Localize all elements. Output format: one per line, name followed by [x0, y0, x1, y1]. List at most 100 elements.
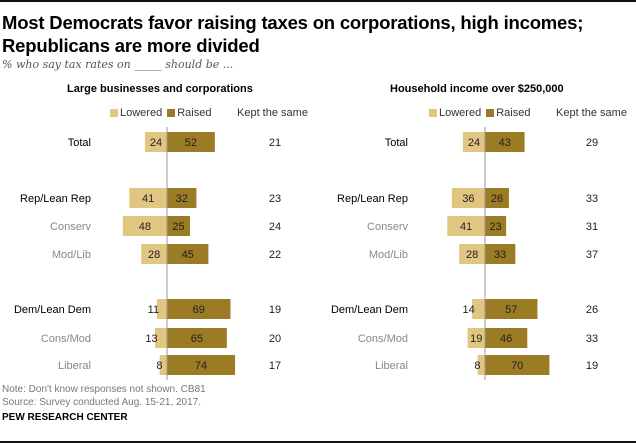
data-label-kept: 33: [586, 333, 598, 345]
panel-title-income: Household income over $250,000: [390, 83, 564, 95]
data-label-kept: 26: [586, 304, 598, 316]
note-text: Note: Don't know responses not shown. CB…: [2, 384, 206, 395]
category-label: Rep/Lean Rep: [20, 193, 91, 205]
data-label-kept: 21: [269, 137, 281, 149]
data-label-kept: 33: [586, 193, 598, 205]
category-label: Rep/Lean Rep: [337, 193, 408, 205]
data-label-raised: 65: [191, 333, 203, 345]
bar-raised: [485, 328, 528, 348]
category-label: Total: [385, 137, 408, 149]
category-label: Dem/Lean Dem: [331, 304, 408, 316]
legend-swatch-raised: [167, 109, 176, 117]
data-label-raised: 52: [185, 137, 197, 149]
category-label: Mod/Lib: [52, 249, 91, 261]
bar-lowered: [472, 299, 485, 319]
source-text: Source: Survey conducted Aug. 15-21, 201…: [2, 396, 202, 408]
data-label-lowered: 48: [139, 221, 151, 233]
data-label-kept: 31: [586, 221, 598, 233]
legend-raised: Raised: [496, 107, 531, 119]
bar-raised: [485, 216, 507, 236]
data-label-raised: 43: [499, 137, 511, 149]
data-label-lowered: 8: [474, 360, 480, 372]
bar-raised: [167, 244, 209, 264]
legend-right: Lowered Raised: [429, 107, 530, 119]
data-label-kept: 37: [586, 249, 598, 261]
data-label-kept: 29: [586, 137, 598, 149]
data-label-raised: 33: [494, 249, 506, 261]
data-label-lowered: 13: [145, 333, 157, 345]
bar-raised: [167, 132, 215, 152]
category-label: Liberal: [58, 360, 91, 372]
data-label-lowered: 11: [148, 304, 159, 316]
legend-left: Lowered Raised: [110, 107, 211, 119]
org-name: PEW RESEARCH CENTER: [2, 412, 128, 423]
bar-lowered: [462, 132, 485, 152]
data-label-raised: 45: [182, 249, 194, 261]
legend-kept-right: Kept the same: [556, 107, 627, 119]
data-label-lowered: 24: [150, 137, 162, 149]
category-label: Cons/Mod: [358, 333, 408, 345]
data-label-kept: 24: [269, 221, 281, 233]
bar-lowered: [129, 188, 167, 208]
bar-lowered: [477, 355, 485, 375]
data-label-lowered: 41: [460, 221, 472, 233]
data-label-raised: 25: [172, 221, 184, 233]
bar-lowered: [156, 299, 167, 319]
bar-lowered: [141, 244, 167, 264]
data-label-kept: 19: [269, 304, 281, 316]
data-label-raised: 26: [491, 193, 503, 205]
panel-title-corporations: Large businesses and corporations: [67, 83, 253, 95]
data-label-lowered: 28: [466, 249, 478, 261]
bar-raised: [167, 299, 231, 319]
data-label-lowered: 36: [462, 193, 474, 205]
legend-raised: Raised: [177, 107, 212, 119]
legend-swatch-lowered: [110, 109, 118, 117]
category-label: Conserv: [50, 221, 91, 233]
data-label-lowered: 8: [156, 360, 162, 372]
notes: Note: Don't know responses not shown. CB…: [2, 384, 206, 409]
bar-lowered: [144, 132, 167, 152]
data-label-kept: 22: [269, 249, 281, 261]
chart-subtitle: % who say tax rates on _____ should be .…: [2, 58, 234, 71]
bar-raised: [485, 244, 516, 264]
data-label-lowered: 24: [468, 137, 480, 149]
data-label-raised: 70: [511, 360, 523, 372]
data-label-kept: 23: [269, 193, 281, 205]
data-label-kept: 17: [269, 360, 281, 372]
data-label-raised: 69: [193, 304, 205, 316]
category-label: Mod/Lib: [369, 249, 408, 261]
data-label-lowered: 19: [470, 333, 482, 345]
bar-lowered: [451, 188, 485, 208]
bar-raised: [167, 216, 190, 236]
bar-lowered: [155, 328, 167, 348]
data-label-lowered: 14: [462, 304, 474, 316]
bar-lowered: [467, 328, 485, 348]
data-label-lowered: 28: [148, 249, 160, 261]
category-label: Conserv: [367, 221, 408, 233]
data-label-raised: 23: [489, 221, 501, 233]
bar-lowered: [447, 216, 485, 236]
bar-raised: [485, 299, 538, 319]
data-label-kept: 19: [586, 360, 598, 372]
category-label: Dem/Lean Dem: [14, 304, 91, 316]
bar-raised: [485, 188, 509, 208]
bar-raised: [167, 328, 227, 348]
legend-swatch-lowered: [429, 109, 437, 117]
legend-lowered: Lowered: [439, 107, 482, 119]
bar-raised: [167, 188, 197, 208]
bar-raised: [485, 132, 525, 152]
bar-lowered: [122, 216, 167, 236]
data-label-raised: 57: [505, 304, 517, 316]
legend-lowered: Lowered: [120, 107, 163, 119]
bar-lowered: [459, 244, 485, 264]
bar-raised: [167, 355, 236, 375]
data-label-raised: 74: [195, 360, 207, 372]
category-label: Cons/Mod: [41, 333, 91, 345]
category-label: Liberal: [375, 360, 408, 372]
bottom-rule: [0, 441, 636, 443]
bar-raised: [485, 355, 550, 375]
chart-title: Most Democrats favor raising taxes on co…: [2, 12, 584, 56]
bar-lowered: [159, 355, 167, 375]
